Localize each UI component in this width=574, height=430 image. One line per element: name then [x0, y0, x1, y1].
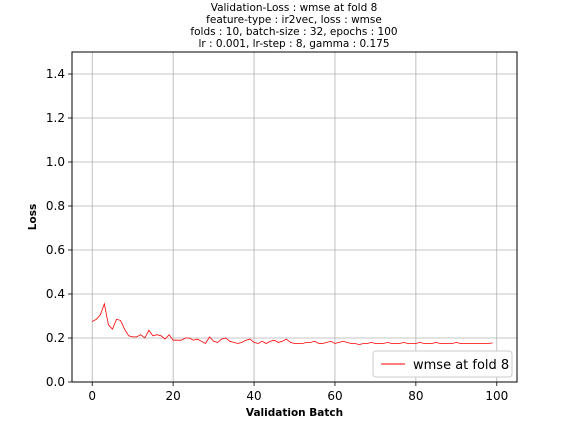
grid [72, 52, 517, 383]
x-tick-label: 0 [88, 389, 96, 403]
title-line-2: feature-type : ir2vec, loss : wmse [206, 14, 382, 26]
x-tick-label: 20 [165, 389, 180, 403]
y-tick-label: 0.8 [46, 199, 65, 213]
legend: wmse at fold 8 [372, 350, 513, 378]
y-tick-label: 1.2 [46, 111, 65, 125]
y-tick-label: 0.2 [46, 331, 65, 345]
y-tick-label: 0.4 [46, 287, 65, 301]
title-line-3: folds : 10, batch-size : 32, epochs : 10… [190, 26, 397, 38]
series-line-0 [92, 302, 493, 346]
x-tick-label: 40 [246, 389, 261, 403]
x-tick-label: 80 [408, 389, 423, 403]
x-axis-label: Validation Batch [246, 407, 343, 419]
x-tick-label: 60 [327, 389, 342, 403]
title-line-1: Validation-Loss : wmse at fold 8 [211, 2, 378, 14]
legend-entry-label: wmse at fold 8 [413, 358, 509, 373]
series-layer [92, 302, 493, 346]
y-tick-label: 0.0 [46, 375, 65, 389]
plot-frame [71, 51, 518, 383]
legend-box [372, 350, 513, 378]
chart-title: Validation-Loss : wmse at fold 8 feature… [190, 2, 397, 50]
y-tick-label: 1.4 [46, 67, 65, 81]
x-tick-label: 100 [485, 389, 508, 403]
y-axis-label: Loss [27, 204, 39, 230]
title-line-4: lr : 0.001, lr-step : 8, gamma : 0.175 [198, 38, 389, 50]
y-tick-label: 0.6 [46, 243, 65, 257]
y-tick-label: 1.0 [46, 155, 65, 169]
ticks: 0 20 40 60 80 100 0.0 0.2 0.4 0.6 0.8 1.0 1.2 1.4 [46, 67, 508, 403]
